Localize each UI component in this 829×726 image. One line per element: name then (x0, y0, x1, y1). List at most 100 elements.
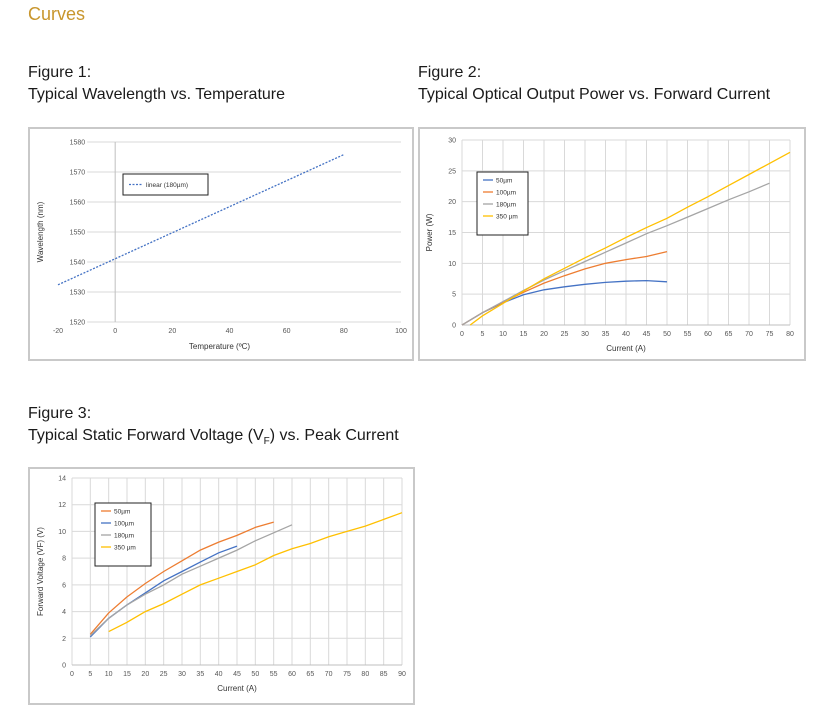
figure-2-caption: Figure 2: Typical Optical Output Power v… (418, 62, 770, 106)
series-line-1 (89, 521, 274, 635)
chart-3-frame: 0 2 4 6 8 10 12 14 0 5 10 15 20 25 30 35 40 45 50 55 60 65 70 7… (28, 467, 415, 705)
x-tick-label: 70 (325, 671, 333, 678)
x-tick-label: 70 (745, 331, 753, 338)
x-tick-label: 30 (178, 671, 186, 678)
y-tick-label: 25 (448, 168, 456, 175)
legend-box (94, 502, 152, 567)
chart-2-power-vs-current: 0 5 10 15 20 25 30 0 5 10 15 20 25 30 35 40 45 50 55 60 65 70… (425, 138, 794, 354)
x-tick-label: 90 (398, 671, 406, 678)
x-tick-label: 35 (602, 331, 610, 338)
figure-3-title: Typical Static Forward Voltage (VF) vs. … (28, 427, 399, 448)
figure-1-title: Typical Wavelength vs. Temperature (28, 86, 286, 103)
legend-label-1: linear (180µm) (146, 182, 188, 189)
x-tick-label: 65 (725, 331, 733, 338)
x-tick-label: 50 (251, 671, 259, 678)
chart-1-frame: 1520 1530 1540 1550 1560 1570 1580 -20 0 20 40 60 80… (28, 127, 414, 361)
figure-2-title: Typical Optical Output Power vs. Forward… (418, 86, 771, 103)
y-tick-label: 10 (58, 529, 66, 536)
y-tick-label: 0 (62, 663, 66, 670)
x-tick-label: 80 (340, 328, 348, 335)
y-tick-label: 6 (62, 582, 66, 589)
legend-label-4: 350 µm (496, 214, 518, 221)
x-tick-label: 100 (395, 328, 407, 335)
y-axis-title: Power (W) (425, 213, 434, 251)
y-axis-title: Wavelength (nm) (36, 201, 45, 262)
y-tick-label: 30 (448, 138, 456, 145)
y-tick-label: 1540 (70, 260, 86, 267)
x-tick-label: 5 (481, 331, 485, 338)
x-tick-label: 0 (460, 331, 464, 338)
x-tick-label: 80 (786, 331, 794, 338)
chart-1-wavelength-vs-temperature: 1520 1530 1540 1550 1560 1570 1580 -20 0 20 40 60 80… (36, 140, 407, 352)
x-tick-label: 45 (233, 671, 241, 678)
legend-label-4: 350 µm (114, 545, 136, 552)
y-tick-label: 10 (448, 261, 456, 268)
series-line-3 (461, 182, 770, 326)
y-tick-label: 20 (448, 199, 456, 206)
chart-2-frame: 0 5 10 15 20 25 30 0 5 10 15 20 25 30 35 40 45 50 55 60 65 70… (418, 127, 806, 361)
x-tick-label: 55 (684, 331, 692, 338)
figure-1-caption: Figure 1: Typical Wavelength vs. Tempera… (28, 62, 285, 106)
figure-2-number: Figure 2: (418, 64, 482, 81)
x-tick-label: 40 (622, 331, 630, 338)
x-tick-label: 30 (581, 331, 589, 338)
x-tick-label: 50 (663, 331, 671, 338)
x-tick-label: 20 (141, 671, 149, 678)
x-tick-label: 75 (343, 671, 351, 678)
x-tick-label: 40 (226, 328, 234, 335)
figure-1-number: Figure 1: (28, 64, 92, 81)
x-tick-label: 15 (520, 331, 528, 338)
figure-3-caption: Figure 3: Typical Static Forward Voltage… (28, 403, 399, 453)
legend-label-2: 100µm (496, 190, 516, 197)
y-tick-label: 14 (58, 476, 66, 483)
y-tick-label: 1560 (70, 200, 86, 207)
y-tick-label: 2 (62, 636, 66, 643)
y-tick-label: 1580 (70, 140, 86, 147)
x-tick-label: 15 (123, 671, 131, 678)
series-line-3 (89, 524, 293, 637)
y-tick-label: 1550 (70, 230, 86, 237)
x-tick-label: 0 (70, 671, 74, 678)
x-axis-title: Current (A) (606, 344, 646, 353)
x-axis-title: Current (A) (217, 684, 257, 693)
y-tick-label: 1530 (70, 290, 86, 297)
x-tick-label: 5 (88, 671, 92, 678)
x-tick-label: 80 (361, 671, 369, 678)
y-tick-label: 1570 (70, 170, 86, 177)
x-tick-label: 55 (270, 671, 278, 678)
legend-label-3: 180µm (114, 533, 134, 540)
legend-label-1: 50µm (496, 178, 512, 185)
x-tick-label: 20 (168, 328, 176, 335)
x-tick-label: 60 (283, 328, 291, 335)
legend-label-1: 50µm (114, 509, 130, 516)
x-tick-label: 75 (766, 331, 774, 338)
x-tick-label: 85 (380, 671, 388, 678)
x-tick-label: -20 (53, 328, 63, 335)
y-tick-label: 1520 (70, 320, 86, 327)
x-tick-label: 10 (499, 331, 507, 338)
x-axis-title: Temperature (ºC) (189, 342, 250, 351)
y-tick-label: 0 (452, 323, 456, 330)
legend-label-3: 180µm (496, 202, 516, 209)
x-tick-label: 35 (196, 671, 204, 678)
section-title: Curves (28, 4, 86, 24)
y-axis-title: Forward Voltage (VF) (V) (36, 527, 45, 616)
x-tick-label: 40 (215, 671, 223, 678)
x-tick-label: 60 (288, 671, 296, 678)
x-tick-label: 45 (643, 331, 651, 338)
series-line-4 (469, 151, 791, 326)
chart-3-voltage-vs-current: 0 2 4 6 8 10 12 14 0 5 10 15 20 25 30 35 40 45 50 55 60 65 70 7… (36, 476, 406, 694)
legend-box (122, 173, 209, 196)
y-tick-label: 5 (452, 292, 456, 299)
figure-3-number: Figure 3: (28, 405, 92, 422)
x-tick-label: 65 (306, 671, 314, 678)
series-line-4 (108, 512, 403, 633)
y-tick-label: 15 (448, 230, 456, 237)
x-tick-label: 60 (704, 331, 712, 338)
x-tick-label: 10 (105, 671, 113, 678)
x-tick-label: 25 (561, 331, 569, 338)
legend-label-2: 100µm (114, 521, 134, 528)
y-tick-label: 12 (58, 502, 66, 509)
x-tick-label: 0 (113, 328, 117, 335)
x-tick-label: 20 (540, 331, 548, 338)
